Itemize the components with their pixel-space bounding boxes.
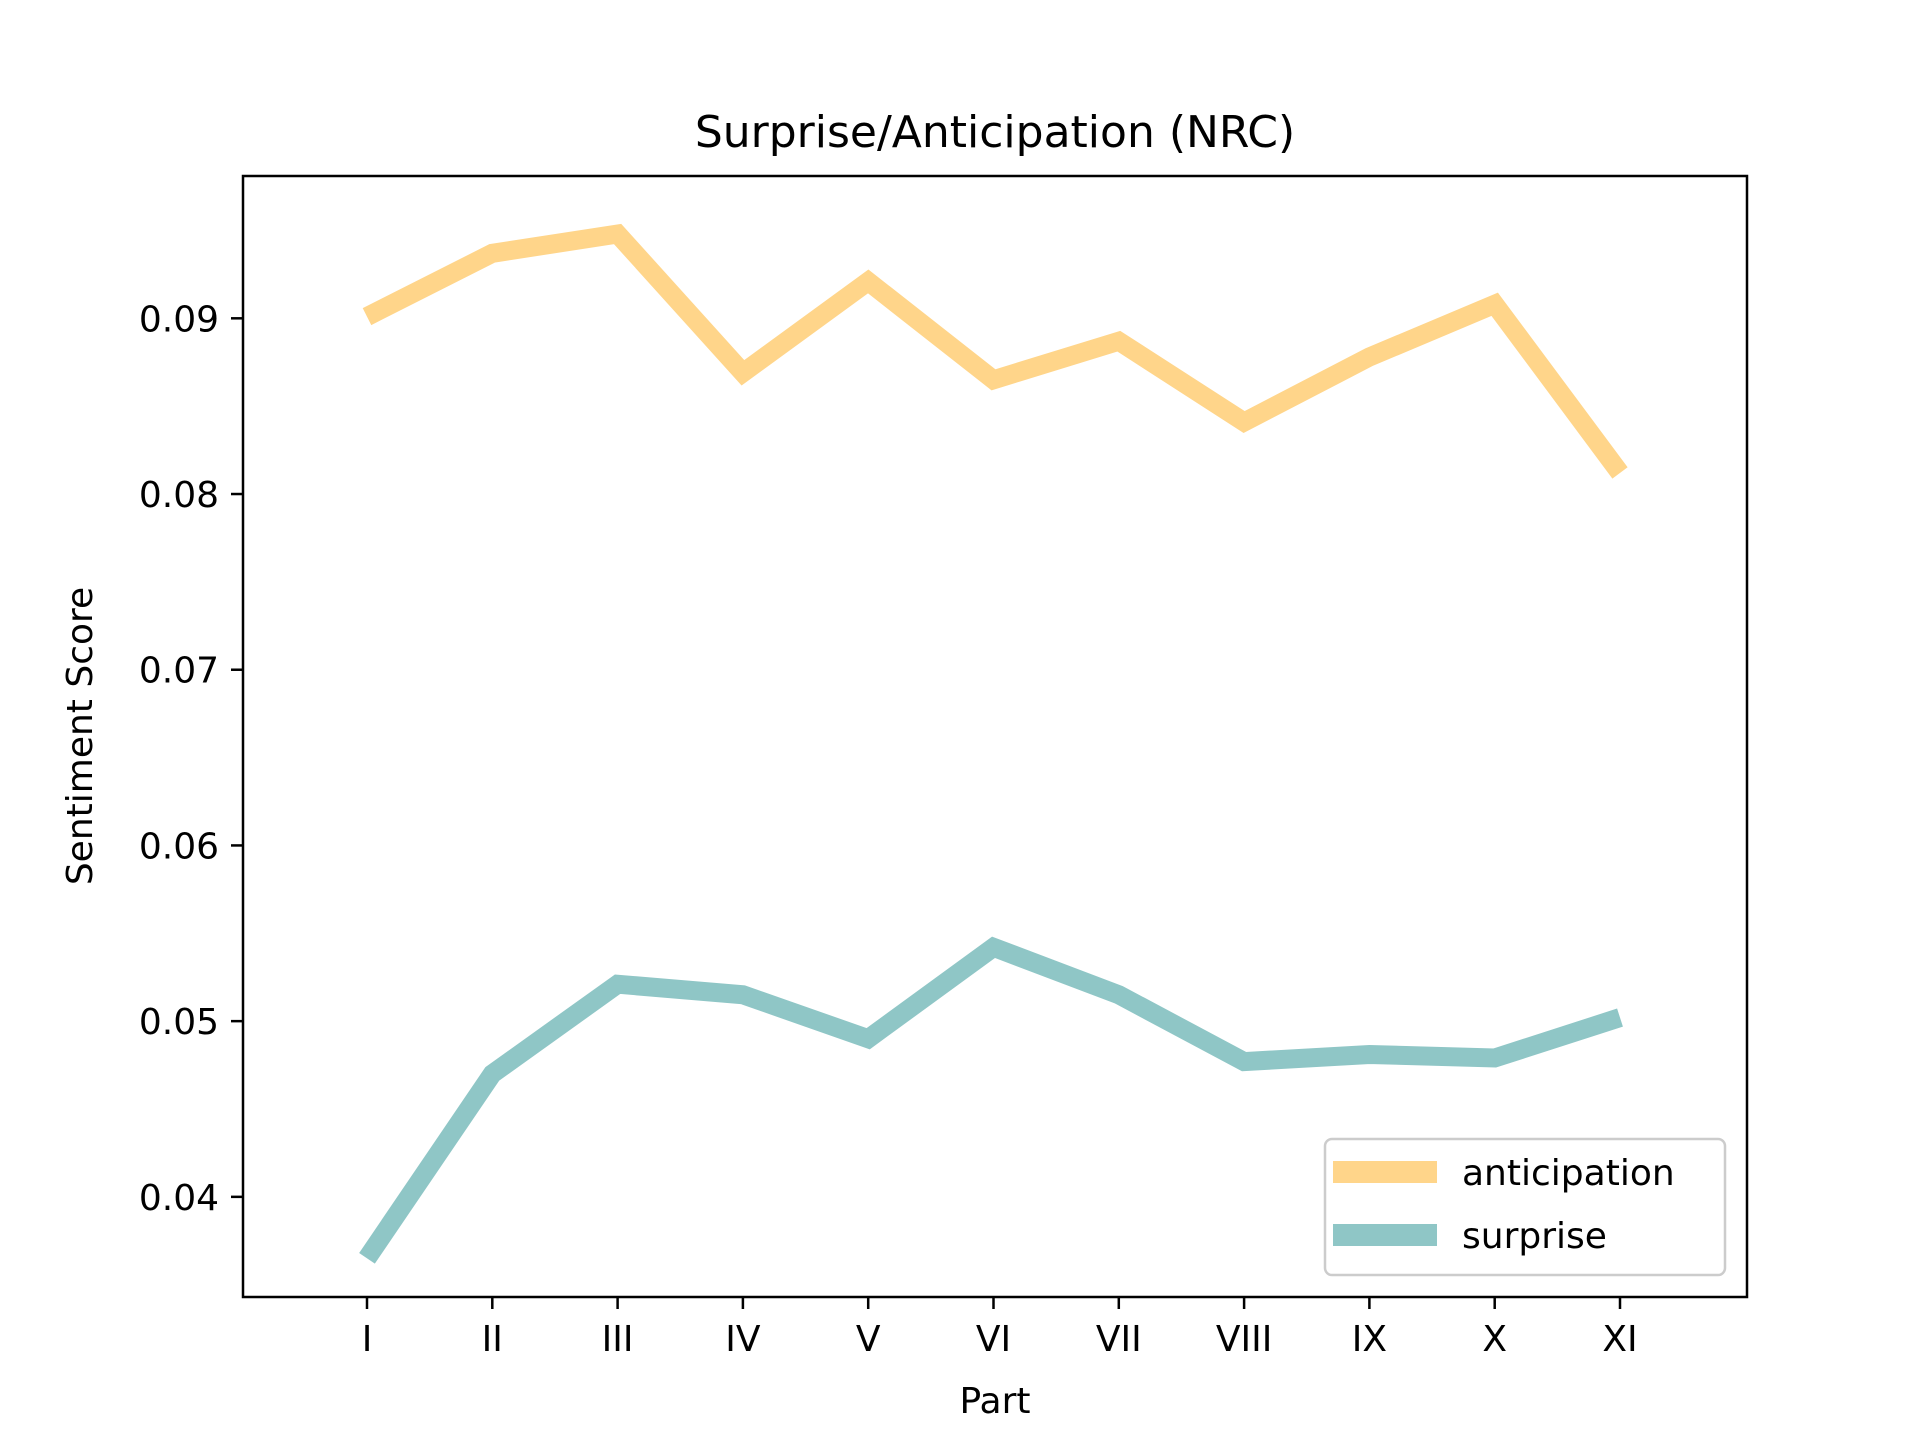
legend: anticipation surprise bbox=[1323, 1137, 1727, 1277]
x-tick-label: VII bbox=[1096, 1319, 1142, 1360]
x-tick-label: II bbox=[482, 1319, 503, 1360]
y-axis-ticks: 0.04 0.05 0.06 0.07 0.08 0.09 bbox=[139, 299, 243, 1219]
chart-title: Surprise/Anticipation (NRC) bbox=[695, 107, 1295, 158]
x-tick-label: IX bbox=[1352, 1319, 1387, 1360]
y-tick-label: 0.06 bbox=[139, 826, 219, 867]
x-tick-label: VIII bbox=[1216, 1319, 1272, 1360]
x-tick-label: XI bbox=[1602, 1319, 1637, 1360]
x-tick-label: VI bbox=[976, 1319, 1011, 1360]
series-layer bbox=[359, 223, 1628, 1264]
y-tick-label: 0.04 bbox=[139, 1178, 219, 1219]
y-tick-label: 0.07 bbox=[139, 651, 219, 692]
x-axis-label: Part bbox=[959, 1381, 1030, 1422]
legend-label-anticipation: anticipation bbox=[1462, 1153, 1675, 1194]
x-tick-label: V bbox=[856, 1319, 881, 1360]
y-tick-label: 0.05 bbox=[139, 1002, 219, 1043]
x-tick-label: X bbox=[1482, 1319, 1507, 1360]
x-tick-label: IV bbox=[725, 1319, 761, 1360]
x-tick-label: III bbox=[602, 1319, 634, 1360]
x-axis-ticks: I II III IV V VI VII VIII IX X XI bbox=[362, 1297, 1638, 1360]
plot-frame bbox=[241, 174, 1749, 1299]
legend-label-surprise: surprise bbox=[1462, 1216, 1607, 1257]
y-tick-label: 0.09 bbox=[139, 299, 219, 340]
y-axis-label: Sentiment Score bbox=[60, 587, 101, 885]
y-tick-label: 0.08 bbox=[139, 475, 219, 516]
x-tick-label: I bbox=[362, 1319, 373, 1360]
